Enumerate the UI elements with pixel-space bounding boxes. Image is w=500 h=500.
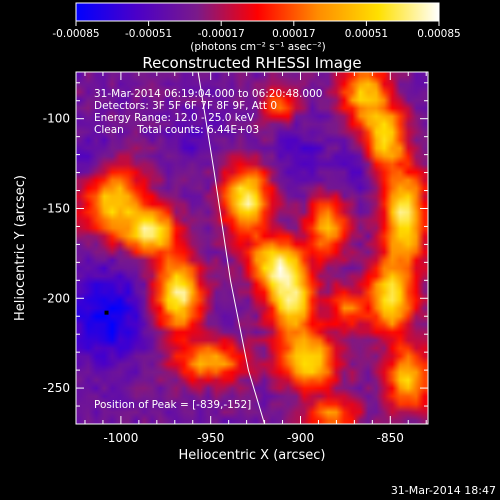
x-tick-label: -900: [287, 431, 314, 445]
y-axis: -100 -150 -200 -250: [43, 82, 428, 425]
y-tick-label: -150: [43, 201, 70, 215]
colorbar-tick-label: 0.00051: [345, 28, 388, 40]
colorbar-tick-label: -0.00085: [52, 28, 99, 40]
colorbar-unit-label: (photons cm⁻² s⁻¹ asec⁻²): [190, 41, 325, 53]
x-axis-label: Heliocentric X (arcsec): [179, 448, 326, 463]
colorbar-tick-label: 0.00017: [272, 28, 315, 40]
info-line-detectors: Detectors: 3F 5F 6F 7F 8F 9F, Att 0: [94, 100, 277, 112]
info-line-time-range: 31-Mar-2014 06:19:04.000 to 06:20:48.000: [94, 88, 322, 100]
y-axis-label: Heliocentric Y (arcsec): [13, 175, 28, 321]
info-line-counts: Clean Total counts: 6.44E+03: [94, 124, 259, 136]
info-block: 31-Mar-2014 06:19:04.000 to 06:20:48.000…: [94, 88, 322, 411]
x-tick-label: -850: [377, 431, 404, 445]
y-tick-label: -100: [43, 112, 70, 126]
colorbar-ticks: -0.00085 -0.00051 -0.00017 0.00017 0.00051 0.…: [52, 21, 461, 40]
chart-title: Reconstructed RHESSI Image: [142, 54, 361, 72]
colorbar-tick-label: -0.00051: [125, 28, 172, 40]
x-tick-label: -1000: [103, 431, 138, 445]
plot-frame: [75, 71, 429, 425]
y-tick-label: -250: [43, 381, 70, 395]
footer-timestamp: 31-Mar-2014 18:47: [391, 484, 496, 497]
peak-position-label: Position of Peak = [-839,-152]: [94, 399, 251, 411]
colorbar-gradient: [75, 2, 440, 22]
plot-area: [75, 71, 429, 425]
y-tick-label: -200: [43, 291, 70, 305]
colorbar-tick-label: -0.00017: [198, 28, 245, 40]
solar-limb-curve: [197, 72, 266, 424]
peak-marker: [104, 310, 109, 315]
x-tick-label: -950: [197, 431, 224, 445]
colorbar: -0.00085 -0.00051 -0.00017 0.00017 0.00051 0.…: [52, 2, 461, 53]
info-line-energy-range: Energy Range: 12.0 - 25.0 keV: [94, 112, 255, 124]
x-axis: -1000 -950 -900 -850: [84, 72, 427, 445]
colorbar-tick-label: 0.00085: [417, 28, 460, 40]
heatmap-image: [76, 72, 428, 424]
